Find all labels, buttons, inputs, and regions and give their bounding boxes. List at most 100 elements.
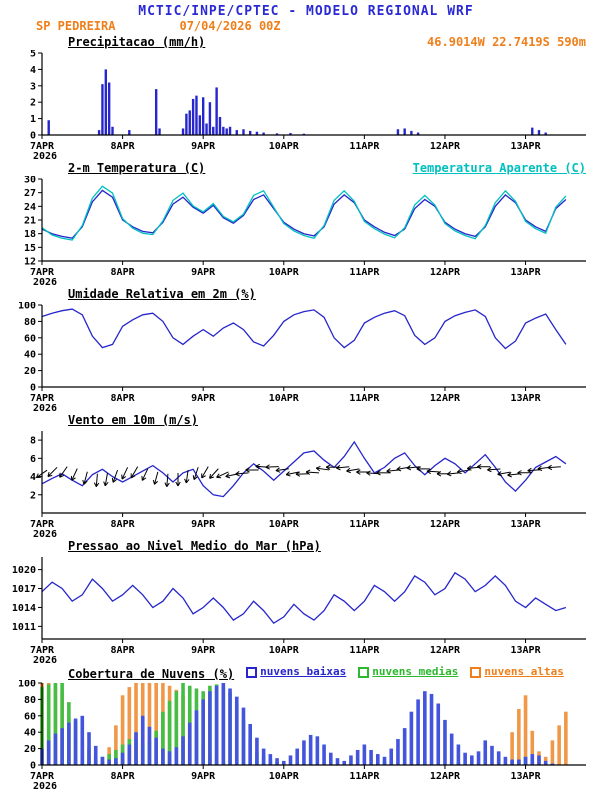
svg-text:12APR: 12APR <box>430 141 461 152</box>
svg-text:2026: 2026 <box>33 529 57 538</box>
nuvens-baixas-swatch-icon <box>246 666 258 678</box>
svg-text:8APR: 8APR <box>111 393 136 404</box>
svg-text:40: 40 <box>24 350 36 361</box>
svg-text:2026: 2026 <box>33 655 57 664</box>
svg-text:7APR: 7APR <box>30 645 55 656</box>
svg-text:100: 100 <box>18 680 36 690</box>
svg-text:10APR: 10APR <box>269 519 300 530</box>
model-title: MCTIC/INPE/CPTEC - MODELO REGIONAL WRF <box>138 4 474 19</box>
humidity-title: Umidade Relativa em 2m (%) <box>68 287 256 301</box>
panel-clouds: Cobertura de Nuvens (%) nuvens baixas nu… <box>0 664 612 790</box>
svg-text:30: 30 <box>24 176 36 186</box>
header-subline: SP PEDREIRA 07/04/2026 00Z <box>0 19 612 34</box>
svg-text:13APR: 13APR <box>511 771 542 782</box>
legend-nuvens-medias: nuvens medias <box>358 664 458 680</box>
svg-text:1020: 1020 <box>12 565 36 576</box>
nuvens-medias-swatch-icon <box>358 666 370 678</box>
svg-text:2: 2 <box>30 98 36 109</box>
svg-text:0: 0 <box>30 383 36 394</box>
svg-text:8: 8 <box>30 436 36 447</box>
svg-text:12APR: 12APR <box>430 771 461 782</box>
svg-text:11APR: 11APR <box>349 393 380 404</box>
svg-text:80: 80 <box>24 695 36 706</box>
svg-text:20: 20 <box>24 366 36 377</box>
svg-text:24: 24 <box>24 202 36 213</box>
svg-text:7APR: 7APR <box>30 393 55 404</box>
svg-text:11APR: 11APR <box>349 519 380 530</box>
legend-label-altas: nuvens altas <box>484 665 564 678</box>
svg-text:9APR: 9APR <box>191 267 216 278</box>
svg-text:7APR: 7APR <box>30 519 55 530</box>
legend-nuvens-altas: nuvens altas <box>470 664 564 680</box>
svg-text:11APR: 11APR <box>349 645 380 656</box>
precipitation-title: Precipitacao (mm/h) <box>68 35 206 49</box>
svg-text:12APR: 12APR <box>430 645 461 656</box>
svg-text:1014: 1014 <box>12 603 36 614</box>
svg-text:10APR: 10APR <box>269 393 300 404</box>
svg-text:8APR: 8APR <box>111 267 136 278</box>
svg-text:13APR: 13APR <box>511 393 542 404</box>
svg-text:21: 21 <box>24 216 36 227</box>
svg-text:11APR: 11APR <box>349 771 380 782</box>
svg-text:9APR: 9APR <box>191 771 216 782</box>
svg-text:13APR: 13APR <box>511 645 542 656</box>
run-datetime: 07/04/2026 00Z <box>179 19 281 33</box>
svg-text:10APR: 10APR <box>269 645 300 656</box>
svg-text:11APR: 11APR <box>349 141 380 152</box>
apparent-temperature-label: Temperatura Aparente (C) <box>412 161 586 175</box>
svg-text:2026: 2026 <box>33 781 57 790</box>
svg-text:27: 27 <box>24 188 36 199</box>
temperature-title: 2-m Temperatura (C) <box>68 161 206 175</box>
svg-text:4: 4 <box>30 65 36 76</box>
svg-text:2: 2 <box>30 490 36 501</box>
svg-text:7APR: 7APR <box>30 141 55 152</box>
svg-text:13APR: 13APR <box>511 267 542 278</box>
svg-text:10APR: 10APR <box>269 771 300 782</box>
wind-title: Vento em 10m (m/s) <box>68 413 199 427</box>
svg-text:60: 60 <box>24 711 36 722</box>
pressure-title: Pressao ao Nivel Medio do Mar (hPa) <box>68 539 321 553</box>
svg-text:12APR: 12APR <box>430 519 461 530</box>
svg-text:4: 4 <box>30 472 36 483</box>
svg-text:18: 18 <box>24 229 36 240</box>
svg-text:1: 1 <box>30 114 36 125</box>
clouds-title: Cobertura de Nuvens (%) <box>68 666 235 681</box>
svg-text:13APR: 13APR <box>511 141 542 152</box>
svg-text:7APR: 7APR <box>30 267 55 278</box>
panel-temperature: 2-m Temperatura (C) Temperatura Aparente… <box>0 160 612 286</box>
panel-pressure: Pressao ao Nivel Medio do Mar (hPa) 7APR… <box>0 538 612 664</box>
panel-precipitation: Precipitacao (mm/h) 46.9014W 22.7419S 59… <box>0 34 612 160</box>
svg-text:2026: 2026 <box>33 277 57 286</box>
svg-text:5: 5 <box>30 50 36 60</box>
svg-text:8APR: 8APR <box>111 519 136 530</box>
svg-text:11APR: 11APR <box>349 267 380 278</box>
svg-text:9APR: 9APR <box>191 141 216 152</box>
svg-text:2026: 2026 <box>33 403 57 412</box>
legend-label-baixas: nuvens baixas <box>260 665 347 678</box>
svg-text:8APR: 8APR <box>111 771 136 782</box>
svg-text:0: 0 <box>30 131 36 142</box>
svg-text:9APR: 9APR <box>191 393 216 404</box>
svg-text:3: 3 <box>30 81 36 92</box>
legend-label-medias: nuvens medias <box>372 665 459 678</box>
svg-text:20: 20 <box>24 744 36 755</box>
svg-text:12APR: 12APR <box>430 393 461 404</box>
svg-text:6: 6 <box>30 454 36 465</box>
svg-text:7APR: 7APR <box>30 771 55 782</box>
svg-text:12: 12 <box>24 257 36 268</box>
svg-text:15: 15 <box>24 243 36 254</box>
nuvens-altas-swatch-icon <box>470 666 482 678</box>
svg-text:40: 40 <box>24 728 36 739</box>
svg-text:13APR: 13APR <box>511 519 542 530</box>
svg-text:12APR: 12APR <box>430 267 461 278</box>
svg-text:10APR: 10APR <box>269 267 300 278</box>
legend-nuvens-baixas: nuvens baixas <box>246 664 346 680</box>
svg-text:10APR: 10APR <box>269 141 300 152</box>
svg-text:1011: 1011 <box>12 622 36 633</box>
